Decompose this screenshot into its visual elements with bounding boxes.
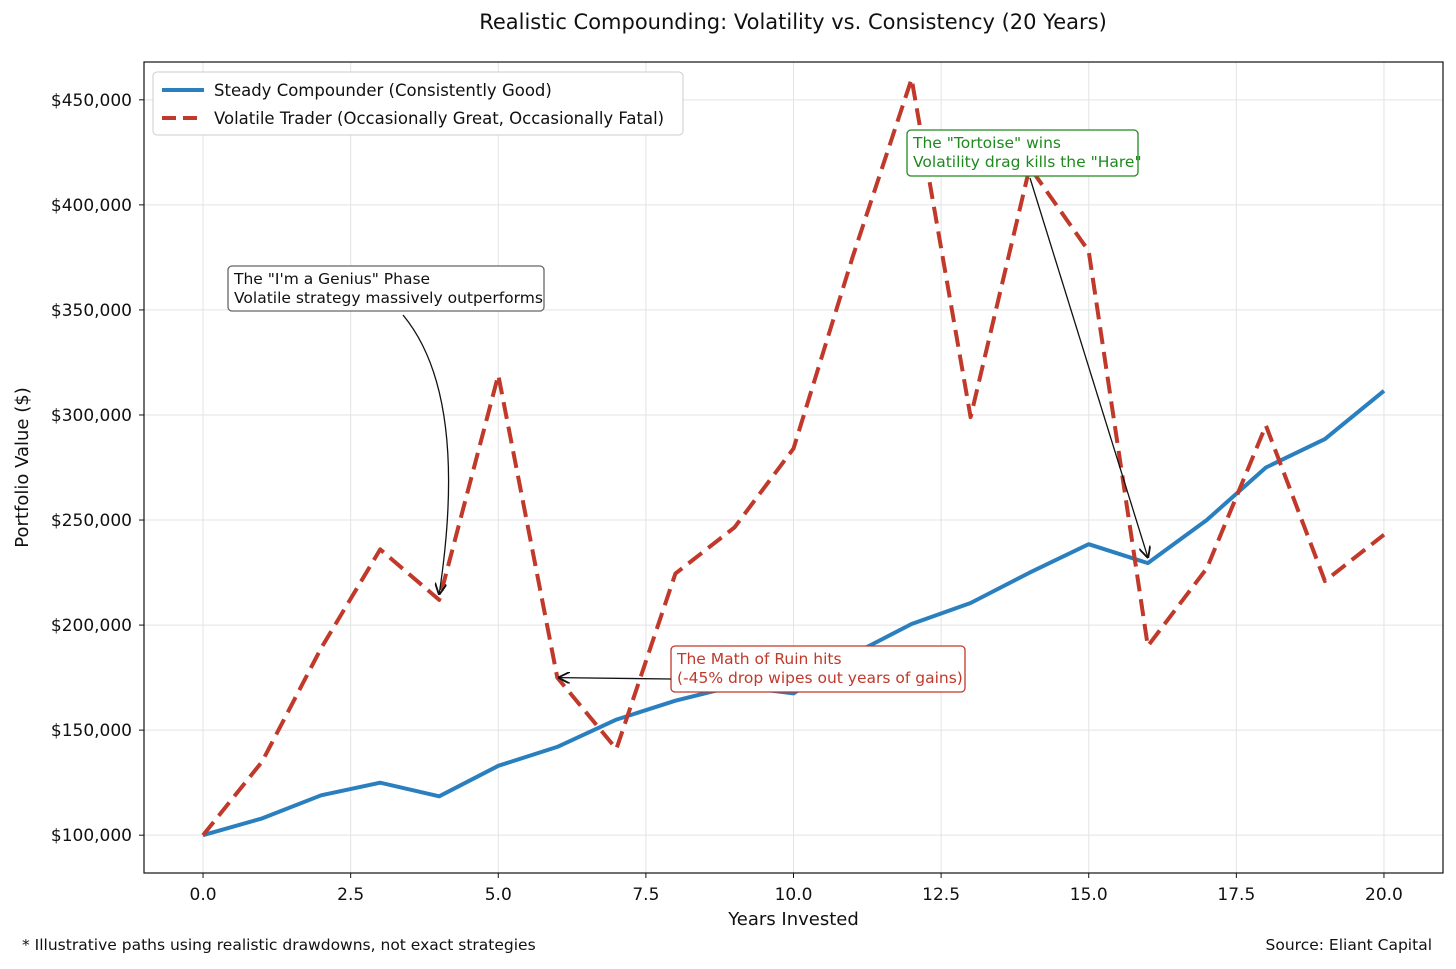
annotation-text: (-45% drop wipes out years of gains) (677, 669, 963, 687)
volatile-point (673, 572, 677, 576)
series-lines (201, 76, 1386, 838)
volatile-trader-line (201, 76, 1386, 837)
annotation-box (670, 645, 966, 693)
annotation-arrow (1029, 177, 1148, 557)
y-tick-label: $200,000 (51, 616, 132, 636)
annotation-text: The Math of Ruin hits (676, 650, 842, 668)
x-tick-label: 0.0 (190, 885, 217, 905)
steady-point (1028, 571, 1032, 575)
x-tick-label: 15.0 (1070, 885, 1108, 905)
steady-point (319, 793, 323, 797)
chart-title: Realistic Compounding: Volatility vs. Co… (479, 10, 1107, 34)
annotation-text: The "I'm a Genius" Phase (233, 270, 430, 288)
y-tick-label: $150,000 (51, 721, 132, 741)
annotation-ruin: The Math of Ruin hits(-45% drop wipes ou… (559, 645, 966, 693)
legend: Steady Compounder (Consistently Good) Vol… (152, 71, 684, 136)
volatile-point (319, 646, 323, 650)
grid (144, 62, 1443, 873)
volatile-point (1264, 423, 1268, 427)
axis-ticks: 0.0 2.5 5.0 7.5 10.0 12.5 15.0 17.5 20.0 $100,000… (51, 91, 1403, 905)
steady-point (555, 745, 559, 749)
x-tick-label: 10.0 (775, 885, 813, 905)
volatile-point (260, 760, 264, 764)
volatile-point (969, 415, 973, 419)
steady-point (969, 601, 973, 605)
annotation-text: Volatile strategy massively outperforms (234, 289, 543, 307)
y-tick-label: $250,000 (51, 511, 132, 531)
legend-label-steady: Steady Compounder (Consistently Good) (214, 81, 552, 100)
x-tick-label: 12.5 (922, 885, 960, 905)
annotation-text: Volatility drag kills the "Hare" (913, 153, 1142, 171)
steady-point (910, 622, 914, 626)
annotation-arrow (559, 678, 672, 679)
y-tick-label: $100,000 (51, 826, 132, 846)
x-axis-label: Years Invested (727, 909, 859, 930)
steady-point (260, 816, 264, 820)
y-tick-label: $400,000 (51, 196, 132, 216)
y-tick-label: $300,000 (51, 406, 132, 426)
x-tick-label: 7.5 (632, 885, 659, 905)
volatile-point (1087, 249, 1091, 253)
x-tick-label: 17.5 (1217, 885, 1255, 905)
steady-compounder-line (202, 389, 1386, 838)
annotation-arrow (402, 314, 450, 594)
annotation-box (227, 265, 545, 312)
steady-point (437, 794, 441, 798)
legend-label-volatile: Volatile Trader (Occasionally Great, Occ… (214, 109, 664, 128)
volatile-point (792, 447, 796, 451)
volatile-point (851, 255, 855, 259)
x-tick-label: 2.5 (337, 885, 364, 905)
source-credit: Source: Eliant Capital (1265, 936, 1432, 954)
volatile-point (1382, 533, 1386, 537)
volatile-point (378, 547, 382, 551)
x-tick-label: 5.0 (485, 885, 512, 905)
volatile-point (1323, 579, 1327, 583)
volatile-point (437, 598, 441, 602)
annotation-box (906, 129, 1139, 177)
steady-point (673, 699, 677, 703)
y-axis-label: Portfolio Value ($) (12, 387, 33, 547)
annotation-text: The "Tortoise" wins (912, 134, 1061, 152)
steady-point (378, 781, 382, 785)
volatile-point (910, 77, 914, 81)
volatile-point (201, 833, 205, 837)
steady-point (614, 718, 618, 722)
y-tick-label: $350,000 (51, 301, 132, 321)
steady-point (1205, 518, 1209, 522)
volatile-point (496, 373, 500, 377)
volatile-point (1146, 644, 1150, 648)
footnote: * Illustrative paths using realistic dra… (22, 936, 536, 954)
steady-point (1264, 466, 1268, 470)
steady-point (1382, 389, 1386, 393)
steady-point (1087, 542, 1091, 546)
volatile-point (732, 525, 736, 529)
steady-point (496, 764, 500, 768)
volatile-point (1205, 566, 1209, 570)
x-tick-label: 20.0 (1365, 885, 1403, 905)
legend-box (152, 71, 684, 136)
volatile-point (614, 747, 618, 751)
steady-point (1323, 437, 1327, 441)
volatile-point (555, 676, 559, 680)
steady-point (1146, 561, 1150, 565)
y-tick-label: $450,000 (51, 91, 132, 111)
